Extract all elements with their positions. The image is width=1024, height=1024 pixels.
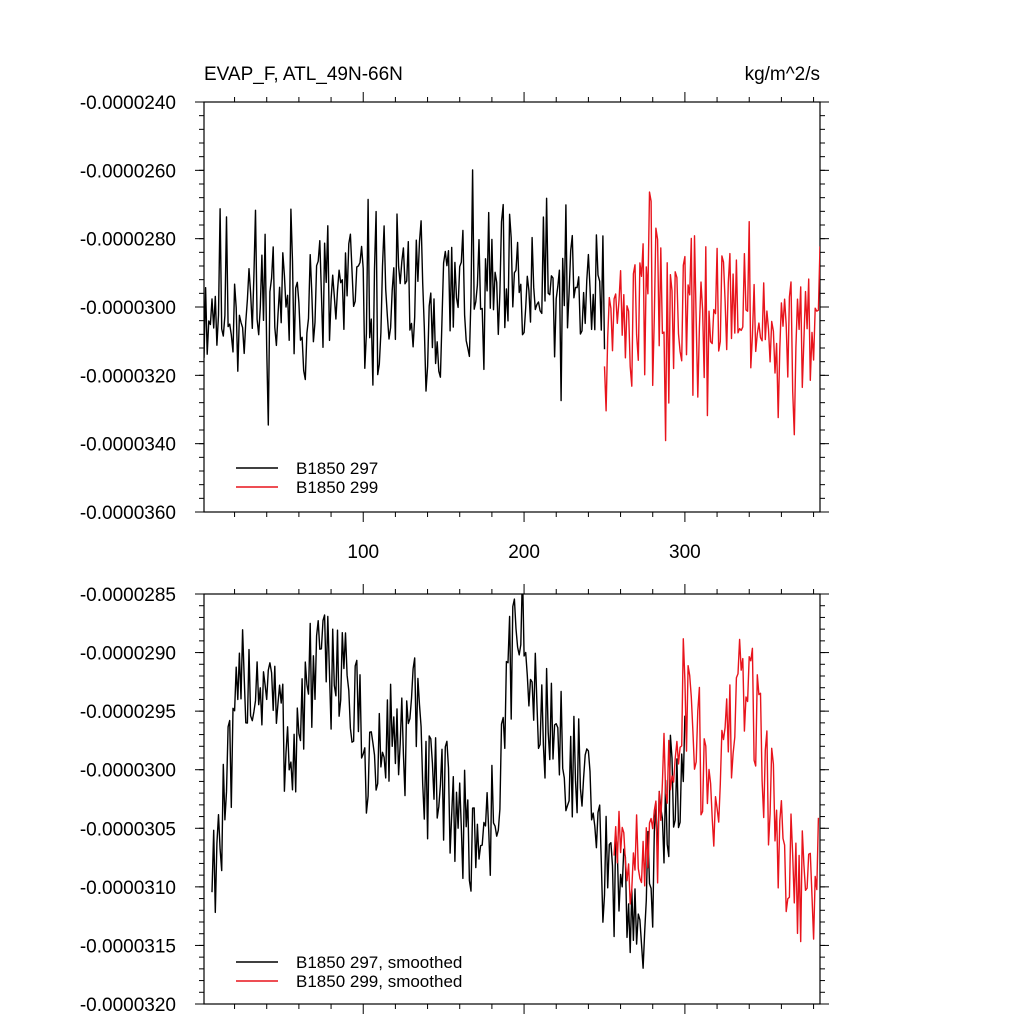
y-tick-label: -0.0000320 bbox=[80, 366, 176, 387]
legend-label-1: B1850 297, smoothed bbox=[296, 953, 462, 972]
y-tick-label: -0.0000315 bbox=[80, 936, 176, 957]
legend-label-2: B1850 299, smoothed bbox=[296, 972, 462, 991]
y-tick-label: -0.0000260 bbox=[80, 161, 176, 182]
y-tick-label: -0.0000310 bbox=[80, 878, 176, 899]
y-tick-label: -0.0000360 bbox=[80, 503, 176, 524]
y-tick-label: -0.0000285 bbox=[80, 585, 176, 606]
y-tick-label: -0.0000320 bbox=[80, 995, 176, 1016]
legend-label-1: B1850 297 bbox=[296, 459, 378, 478]
y-tick-label: -0.0000290 bbox=[80, 644, 176, 665]
series-line-2 bbox=[613, 638, 820, 943]
y-tick-label: -0.0000305 bbox=[80, 819, 176, 840]
x-tick-label: 300 bbox=[669, 542, 701, 563]
series-line-1 bbox=[204, 169, 606, 426]
y-tick-label: -0.0000300 bbox=[80, 761, 176, 782]
y-tick-label: -0.0000240 bbox=[80, 93, 176, 114]
plot-frame bbox=[203, 593, 821, 1005]
y-tick-label: -0.0000280 bbox=[80, 230, 176, 251]
y-tick-label: -0.0000340 bbox=[80, 435, 176, 456]
x-tick-label: 200 bbox=[508, 542, 540, 563]
top-panel: -0.0000240 -0.0000260 -0.0000280 -0.0000300… bbox=[80, 64, 829, 563]
x-tick-label: 100 bbox=[347, 542, 379, 563]
chart-title: EVAP_F, ATL_49N-66N bbox=[204, 64, 403, 85]
legend-label-2: B1850 299 bbox=[296, 478, 378, 497]
y-tick-label: -0.0000300 bbox=[80, 298, 176, 319]
bottom-panel: -0.0000285 -0.0000290 -0.0000295 -0.0000300… bbox=[80, 584, 829, 1016]
y-tick-label: -0.0000295 bbox=[80, 702, 176, 723]
series-line-1 bbox=[211, 594, 686, 969]
chart-units: kg/m^2/s bbox=[745, 64, 820, 85]
series-line-2 bbox=[603, 191, 820, 442]
